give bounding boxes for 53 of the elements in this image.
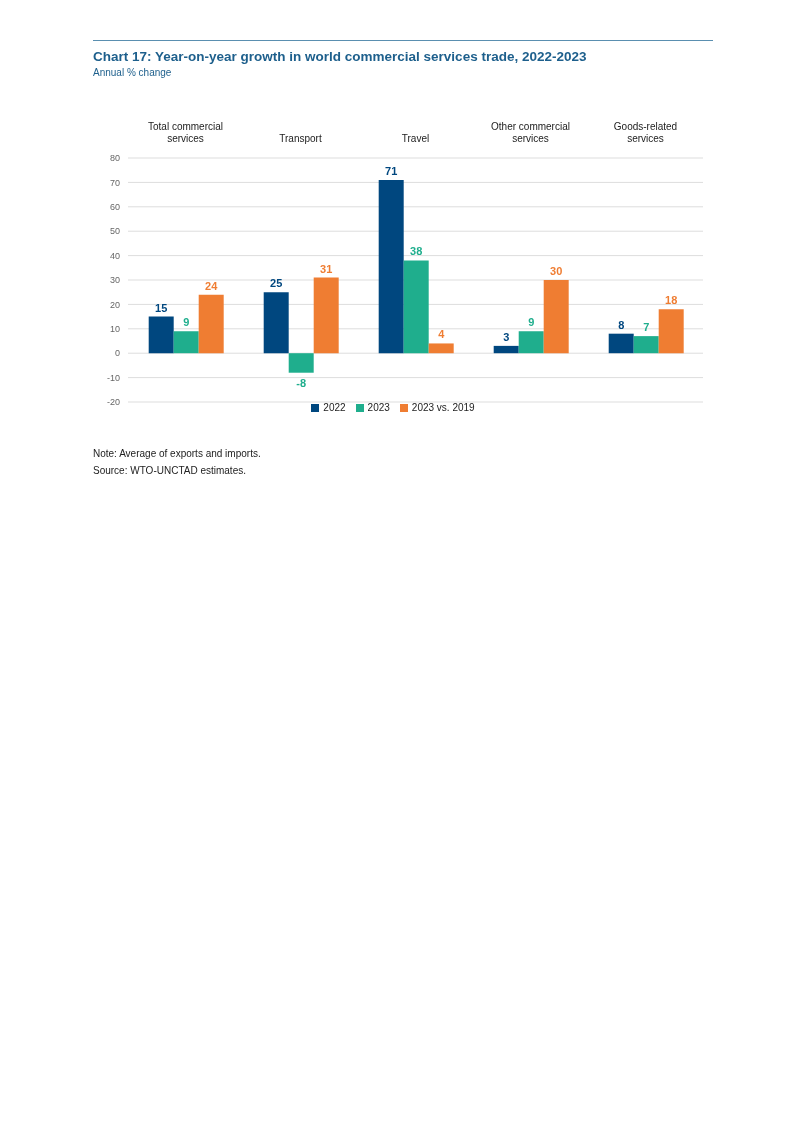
data-label: 38 (410, 245, 423, 258)
data-label: 9 (528, 316, 535, 329)
bar (288, 353, 314, 373)
data-label: -8 (296, 376, 307, 389)
bar (198, 294, 224, 354)
legend-label: 2023 (367, 402, 390, 413)
data-label: 30 (550, 265, 563, 277)
data-label: 15 (155, 301, 168, 314)
text: Note: Average of exports and imports. (93, 448, 262, 459)
data-label: 7 (643, 321, 650, 334)
bar (608, 333, 634, 354)
bar (313, 277, 339, 354)
bar (493, 345, 519, 354)
data-label: 3 (503, 330, 510, 343)
y-tick-label: 20 (109, 299, 120, 310)
y-tick-label: -20 (106, 397, 120, 408)
x-tick-label: Travel (401, 133, 430, 144)
y-tick-label: 80 (109, 153, 120, 164)
chart-title: Chart 17: Year-on-year growth in world commercial services trade, 2022-2023 (93, 49, 588, 64)
y-tick-label: 70 (109, 177, 120, 188)
legend-label: 2022 (323, 402, 346, 413)
bar (658, 309, 684, 354)
data-label: 25 (270, 277, 283, 290)
bar (173, 331, 199, 354)
data-label: 31 (320, 262, 333, 275)
y-tick-label: 10 (109, 323, 120, 334)
y-tick-label: 60 (109, 202, 120, 212)
data-label: 71 (385, 164, 398, 177)
bar (518, 331, 544, 354)
source-note: Source: WTO-UNCTAD estimates. (93, 465, 247, 476)
data-label: 4 (438, 328, 446, 341)
y-tick-label: 0 (114, 348, 120, 359)
bar (148, 316, 174, 354)
bar (543, 280, 569, 354)
data-label: 8 (618, 318, 625, 331)
y-tick-label: 40 (109, 250, 120, 261)
bar (428, 343, 454, 354)
bar (378, 179, 404, 354)
data-label: 24 (205, 279, 219, 292)
x-tick-label: Other commercial services (491, 121, 570, 144)
y-tick-label: 50 (109, 226, 120, 237)
legend-label: 2023 vs. 2019 (411, 402, 475, 413)
data-label: 18 (665, 294, 678, 307)
y-tick-label: 30 (109, 275, 120, 286)
x-tick-label: Goods-related services (613, 121, 678, 144)
chart-subtitle: Annual % change (93, 67, 173, 78)
y-tick-label: -10 (106, 372, 120, 383)
bar (263, 292, 289, 354)
bar (633, 336, 659, 354)
data-label: 9 (183, 316, 190, 329)
x-tick-label: Transport (279, 133, 322, 144)
x-tick-label: Total commercial services (147, 121, 224, 144)
bar (403, 260, 429, 354)
